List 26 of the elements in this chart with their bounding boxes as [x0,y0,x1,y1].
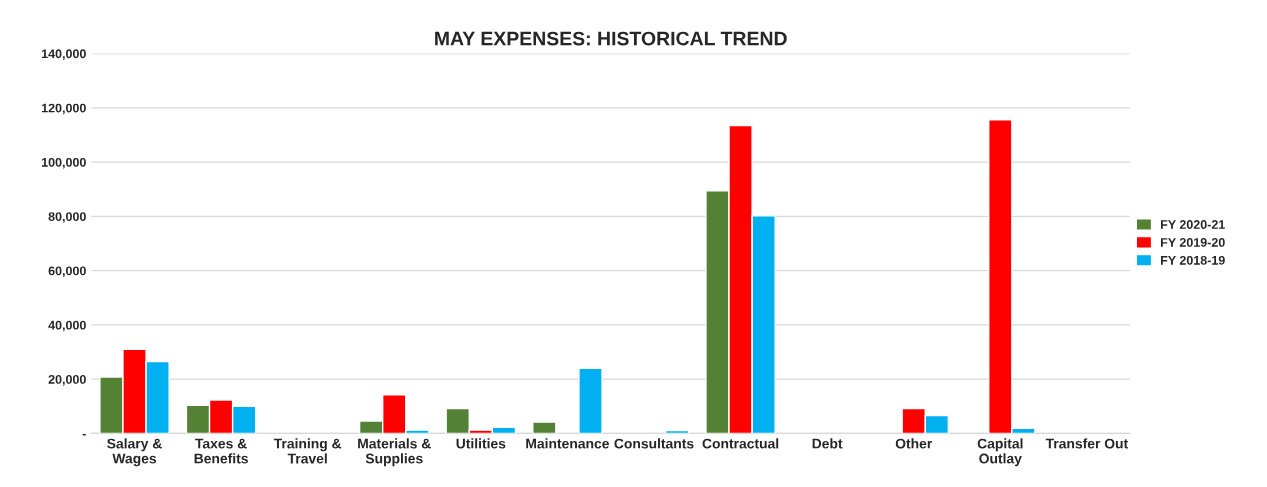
x-tick-label: Training & Travel [273,438,342,464]
legend-label: FY 2020-21 [1161,220,1225,229]
x-tick-label: Salary & Wages [107,438,162,467]
y-tick-label: 20,000 [48,374,86,386]
y-tick-label: 80,000 [48,212,86,223]
y-tick-label: 140,000 [41,49,86,61]
bar [532,421,557,434]
y-tick-label: 40,000 [48,320,86,332]
y-tick-label: 120,000 [41,103,86,115]
x-tick-label: Capital Outlay [977,438,1023,467]
x-tick-label: Utilities [456,438,506,449]
x-tick-label: Transfer Out [1045,438,1128,449]
y-tick-label: - [82,433,86,436]
x-tick-label: Other [895,438,933,449]
y-tick-label: 100,000 [41,157,86,169]
legend-label: FY 2018-19 [1161,255,1225,265]
legend-label: FY 2019-20 [1161,238,1225,247]
x-tick-label: Debt [812,438,843,449]
x-tick-label: Materials & Supplies [358,438,431,467]
chart-title: MAY EXPENSES: HISTORICAL TREND [435,31,787,46]
x-tick-label: Maintenance [526,438,609,449]
bar [578,367,603,434]
y-tick-label: 60,000 [48,266,86,278]
x-tick-label: Consultants [614,438,694,449]
x-tick-label: Taxes & Benefits [194,438,248,464]
x-tick-label: Contractual [702,438,779,449]
